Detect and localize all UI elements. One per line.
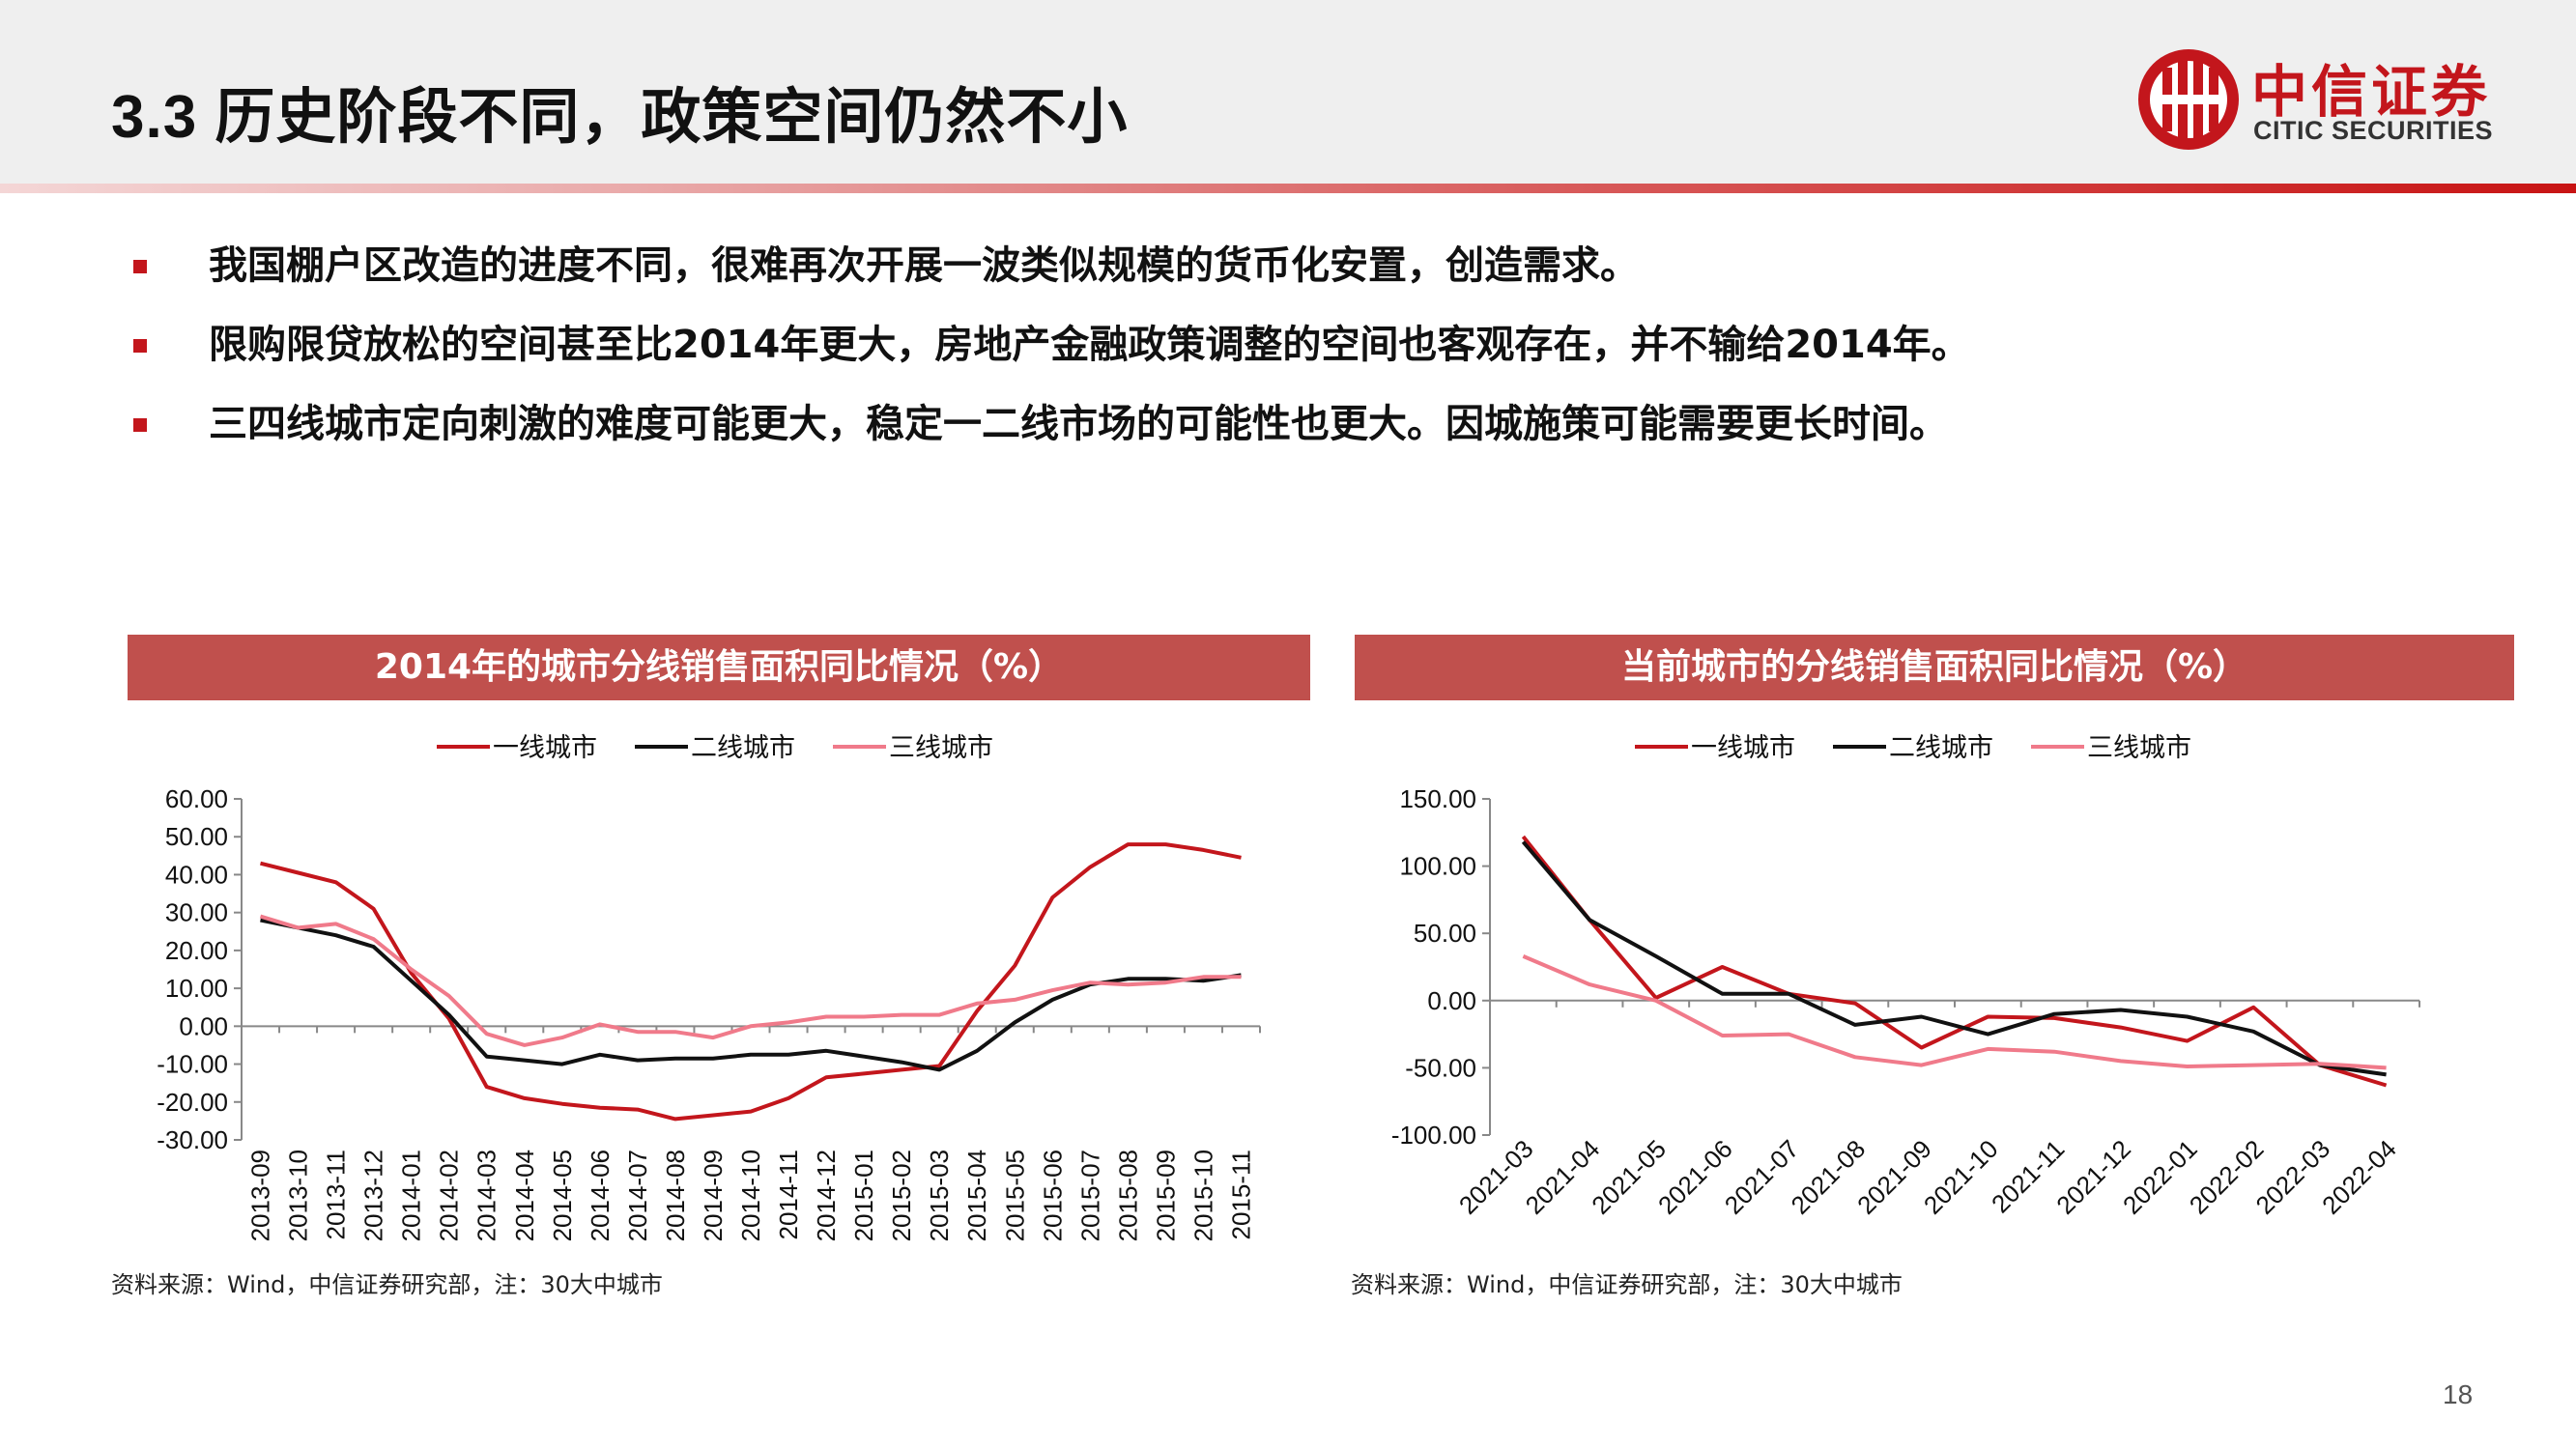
legend-label: 三线城市 (889, 733, 993, 763)
logo-cn-text: 中信证券 (2251, 59, 2492, 125)
y-tick-label: 50.00 (1414, 919, 1476, 948)
y-tick-label: 40.00 (165, 860, 228, 889)
x-tick-label: 2014-01 (397, 1150, 426, 1241)
x-tick-label: 2015-06 (1038, 1150, 1067, 1241)
series-line (1521, 840, 2387, 1077)
bullet-square-icon (133, 418, 147, 432)
x-tick-label: 2015-09 (1151, 1150, 1180, 1241)
x-tick-label: 2015-01 (849, 1150, 878, 1241)
chart-current-title: 当前城市的分线销售面积同比情况（%） (1355, 635, 2514, 700)
series-line (260, 918, 1242, 1072)
bullet-list: 我国棚户区改造的进度不同，很难再次开展一波类似规模的货币化安置，创造需求。 限购… (133, 237, 2452, 474)
x-tick-label: 2013-09 (246, 1150, 275, 1241)
y-tick-label: -20.00 (157, 1088, 228, 1117)
chart-current-source: 资料来源：Wind，中信证券研究部，注：30大中城市 (1351, 1271, 1903, 1298)
chart-2014-title: 2014年的城市分线销售面积同比情况（%） (128, 635, 1310, 700)
x-tick-label: 2014-12 (812, 1150, 841, 1241)
series-line (1522, 954, 2387, 1070)
x-tick-label: 2015-05 (1000, 1150, 1029, 1241)
logo-en-text: CITIC SECURITIES (2253, 116, 2494, 145)
x-tick-label: 2014-07 (623, 1150, 652, 1241)
bullet-square-icon (133, 260, 147, 273)
y-tick-label: 10.00 (165, 974, 228, 1003)
y-tick-label: 100.00 (1399, 852, 1476, 881)
y-tick-label: 20.00 (165, 936, 228, 965)
legend-item: 一线城市 (437, 733, 597, 763)
x-tick-label: 2015-07 (1075, 1150, 1104, 1241)
x-tick-label: 2013-11 (322, 1150, 351, 1240)
chart-2014-panel: 2014年的城市分线销售面积同比情况（%） 一线城市 二线城市 三线城市 60.00 5… (128, 635, 1310, 1311)
x-tick-label: 2014-04 (510, 1150, 539, 1241)
x-tick-label: 2014-05 (548, 1150, 577, 1241)
legend-item: 三线城市 (833, 733, 993, 763)
x-tick-label: 2022-04 (2316, 1134, 2402, 1220)
bullet-item: 我国棚户区改造的进度不同，很难再次开展一波类似规模的货币化安置，创造需求。 (133, 237, 2452, 316)
x-tick-label: 2021-10 (1918, 1134, 2004, 1220)
bullet-text: 三四线城市定向刺激的难度可能更大，稳定一二线市场的可能性也更大。因城施策可能需要… (209, 402, 1948, 446)
y-tick-label: -30.00 (157, 1125, 228, 1154)
x-tick-label: 2014-10 (736, 1150, 765, 1241)
x-tick-label: 2014-11 (774, 1150, 803, 1240)
legend-label: 一线城市 (493, 733, 597, 763)
legend-item: 二线城市 (635, 733, 795, 763)
legend-label: 三线城市 (2087, 733, 2191, 763)
chart-2014-plot: 一线城市 二线城市 三线城市 60.00 50.00 40.00 30.00 20.00 10.… (157, 733, 1261, 1241)
y-tick-label: 30.00 (165, 898, 228, 927)
x-tick-label: 2013-10 (284, 1150, 313, 1241)
x-tick-label: 2015-10 (1188, 1150, 1217, 1241)
x-tick-label: 2015-02 (887, 1150, 916, 1241)
y-tick-label: -100.00 (1391, 1121, 1476, 1150)
y-tick-label: -50.00 (1405, 1053, 1476, 1082)
x-tick-label: 2013-12 (359, 1150, 388, 1241)
header-divider (0, 184, 2576, 193)
series-line (1521, 835, 2388, 1088)
y-tick-label: 50.00 (165, 822, 228, 851)
x-tick-label: 2014-02 (435, 1150, 464, 1241)
x-tick-label: 2014-08 (661, 1150, 690, 1241)
legend-label: 一线城市 (1691, 733, 1795, 763)
bullet-text: 我国棚户区改造的进度不同，很难再次开展一波类似规模的货币化安置，创造需求。 (209, 243, 1639, 288)
bullet-item: 限购限贷放松的空间甚至比2014年更大，房地产金融政策调整的空间也客观存在，并不… (133, 316, 2452, 395)
y-tick-label: 150.00 (1399, 784, 1476, 813)
bullet-text: 限购限贷放松的空间甚至比2014年更大，房地产金融政策调整的空间也客观存在，并不… (209, 323, 1970, 367)
legend-item: 一线城市 (1635, 733, 1795, 763)
x-tick-label: 2014-06 (586, 1150, 615, 1241)
y-tick-label: -10.00 (157, 1050, 228, 1079)
series-line (259, 914, 1242, 1047)
page-number: 18 (2443, 1379, 2474, 1409)
x-tick-label: 2015-03 (925, 1150, 954, 1241)
citic-logo: 中信证券 CITIC SECURITIES (2135, 46, 2503, 153)
chart-current-panel: 当前城市的分线销售面积同比情况（%） 一线城市 二线城市 三线城市 150.00 100… (1355, 635, 2514, 1311)
bullet-square-icon (133, 339, 147, 353)
bullet-item: 三四线城市定向刺激的难度可能更大，稳定一二线市场的可能性也更大。因城施策可能需要… (133, 395, 2452, 474)
y-tick-label: 0.00 (1427, 986, 1476, 1015)
x-tick-label: 2015-11 (1226, 1150, 1255, 1240)
legend-label: 二线城市 (1889, 733, 1993, 763)
x-tick-label: 2014-03 (472, 1150, 501, 1241)
y-tick-label: 60.00 (165, 784, 228, 813)
legend-item: 三线城市 (2031, 733, 2191, 763)
legend-label: 二线城市 (691, 733, 795, 763)
x-tick-label: 2014-09 (699, 1150, 728, 1241)
y-tick-label: 0.00 (179, 1011, 228, 1040)
legend-item: 二线城市 (1833, 733, 1993, 763)
citic-emblem-icon (2138, 49, 2239, 150)
chart-2014-source: 资料来源：Wind，中信证券研究部，注：30大中城市 (111, 1271, 663, 1298)
x-tick-label: 2015-08 (1113, 1150, 1142, 1241)
series-line (260, 842, 1242, 1122)
chart-current-plot: 一线城市 二线城市 三线城市 150.00 100.00 50.00 0.00 -50.00 -… (1391, 733, 2420, 1220)
page-title: 3.3 历史阶段不同，政策空间仍然不小 (111, 84, 1129, 151)
x-tick-label: 2015-04 (962, 1150, 991, 1241)
